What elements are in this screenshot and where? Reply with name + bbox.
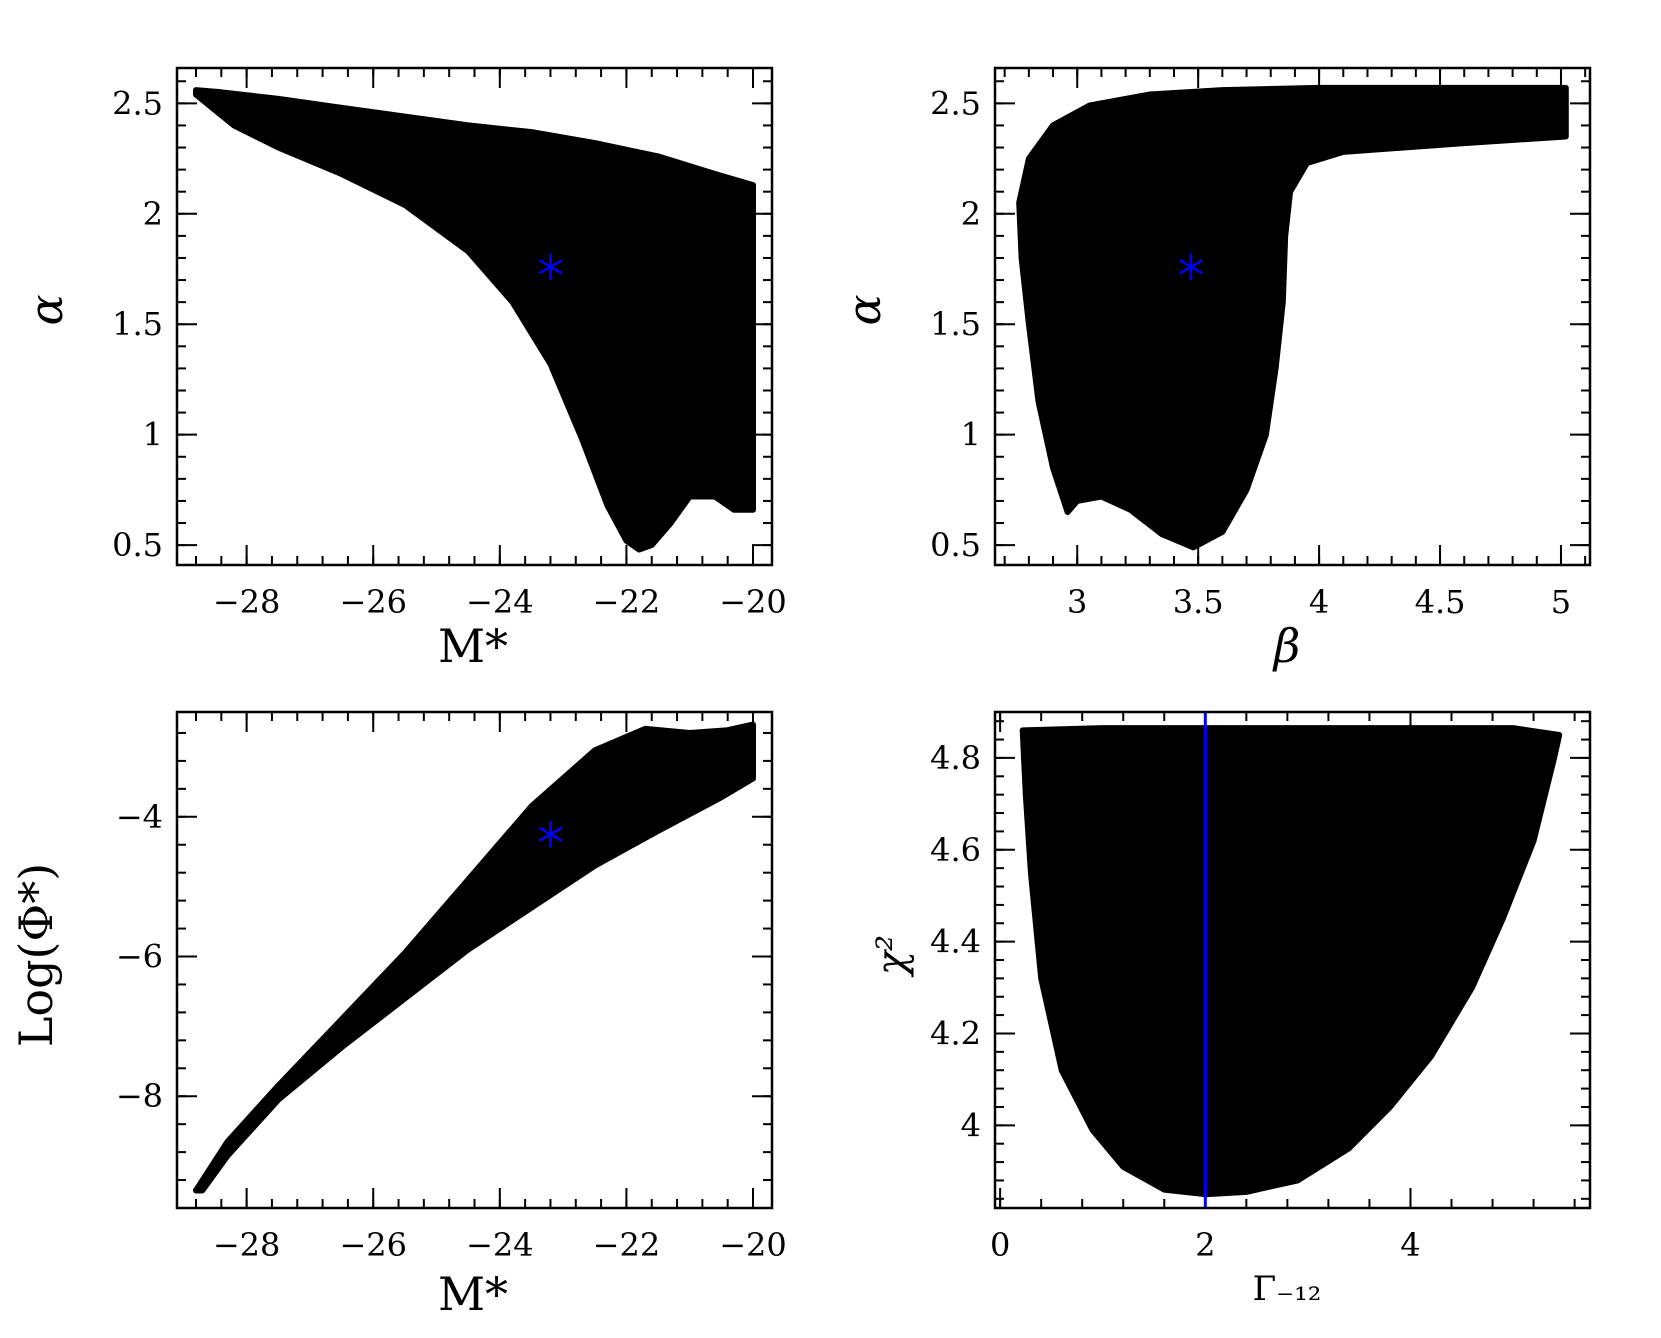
x-tick-label: 3.5 — [1173, 583, 1224, 621]
plot-frame — [175, 710, 774, 1210]
y-tick-label: 0.5 — [930, 526, 981, 564]
ylabel: χ² — [869, 935, 915, 978]
y-tick-label: 1.5 — [112, 305, 163, 343]
x-tick-label: −28 — [213, 1226, 281, 1264]
y-tick-label: 1 — [961, 416, 981, 454]
y-tick-label: 0.5 — [112, 526, 163, 564]
y-tick-label: 1.5 — [930, 305, 981, 343]
x-tick-label: −24 — [466, 1226, 534, 1264]
best-fit-star — [538, 821, 563, 848]
x-tick-label: −22 — [593, 1226, 661, 1264]
xlabel: M* — [438, 1267, 508, 1321]
confidence-region — [1016, 84, 1569, 551]
panel-bottom-right: Γ₋₁₂ χ² 0 2 4 4 4.2 4.4 4.6 4.8 — [869, 710, 1592, 1309]
best-fit-star-arm — [538, 259, 563, 275]
ylabel: α — [837, 294, 891, 325]
x-tick-label: 5 — [1551, 583, 1571, 621]
y-tick-label: −4 — [116, 798, 163, 836]
ylabel: α — [19, 294, 73, 325]
y-tick-label: 1 — [143, 416, 163, 454]
x-tick-label: −20 — [719, 1226, 787, 1264]
plot-frame — [993, 66, 1592, 567]
x-tick-label: 2 — [1195, 1226, 1215, 1264]
y-tick-label: −8 — [116, 1077, 163, 1115]
x-tick-label: −26 — [339, 1226, 407, 1264]
confidence-region — [1019, 725, 1563, 1198]
best-fit-star — [538, 253, 563, 280]
y-tick-label: 2 — [961, 195, 981, 233]
plot-frame — [175, 66, 774, 567]
y-tick-label: 2 — [143, 195, 163, 233]
x-tick-label: 0 — [990, 1226, 1010, 1264]
y-tick-label: −6 — [116, 938, 163, 976]
x-tick-label: 3 — [1067, 583, 1087, 621]
panel-top-right: β α 3 3.5 4 4.5 5 0.5 1 1.5 2 2.5 — [837, 66, 1592, 673]
y-tick-label: 4 — [961, 1106, 981, 1144]
x-tick-label: −24 — [466, 583, 534, 621]
confidence-region — [193, 721, 756, 1194]
y-tick-label: 4.8 — [930, 739, 981, 777]
plot-frame — [993, 710, 1592, 1210]
panel-bottom-left: M* Log(Φ*) −28 −26 −24 −22 −20 −4 −6 −8 — [9, 710, 787, 1321]
best-fit-star-arm — [538, 826, 563, 842]
x-tick-label: −26 — [339, 583, 407, 621]
best-fit-star-arm — [1179, 259, 1203, 275]
x-tick-label: 4.5 — [1415, 583, 1466, 621]
ylabel: Log(Φ*) — [9, 863, 63, 1047]
x-tick-label: 4 — [1309, 583, 1329, 621]
y-tick-label: 4.6 — [930, 831, 981, 869]
y-tick-label: 4.2 — [930, 1014, 981, 1052]
panel-top-left: M* α −28 −26 −24 −22 −20 0.5 1 1.5 2 2.5 — [19, 66, 787, 673]
y-tick-label: 2.5 — [112, 84, 163, 122]
x-tick-label: −20 — [719, 583, 787, 621]
y-tick-label: 4.4 — [930, 923, 981, 961]
y-tick-label: 2.5 — [930, 84, 981, 122]
xlabel: Γ₋₁₂ — [1253, 1269, 1322, 1309]
confidence-region — [193, 87, 756, 553]
best-fit-star — [1179, 253, 1203, 280]
x-tick-label: −28 — [213, 583, 281, 621]
x-tick-label: −22 — [593, 583, 661, 621]
xlabel: M* — [438, 619, 508, 673]
x-tick-label: 4 — [1400, 1226, 1420, 1264]
xlabel: β — [1272, 619, 1301, 673]
